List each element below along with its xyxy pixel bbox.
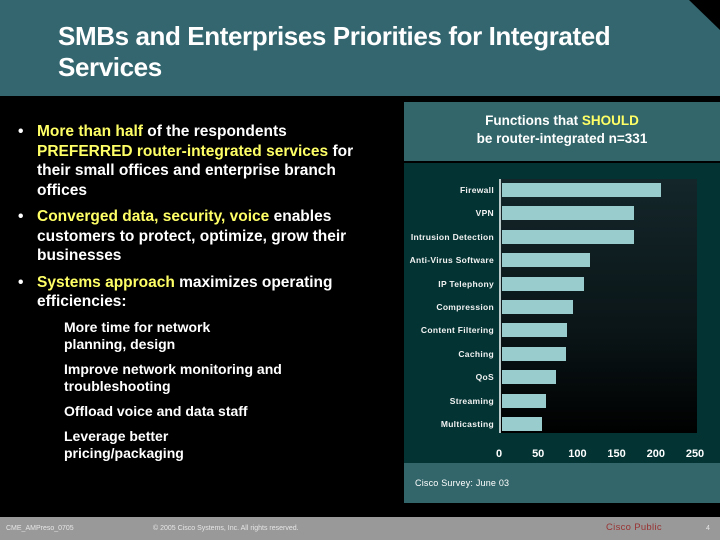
sub-item-3: Offload voice and data staff (64, 402, 248, 419)
bar-label: Intrusion Detection (410, 231, 494, 242)
x-tick-label: 100 (568, 448, 587, 460)
bar-row: Intrusion Detection (404, 229, 720, 244)
bullet-1: • More than half of the respondents PREF… (18, 122, 363, 200)
chart-source: Cisco Survey: June 03 (404, 463, 720, 503)
bar (502, 370, 557, 385)
bullet-dot-icon: • (18, 123, 24, 140)
bar-row: Content Filtering (404, 323, 720, 338)
bullet-dot-icon: • (18, 208, 24, 225)
bar-label: Firewall (459, 185, 494, 195)
bar (502, 300, 573, 314)
bullet-1-part-4: for their small offices and enterprise b… (37, 142, 354, 199)
bar-label: Compression (436, 302, 494, 312)
chart-title-highlight: SHOULD (581, 113, 639, 128)
bullet-3-part-1: Systems approach (37, 273, 175, 291)
bar-row: Multicasting (404, 417, 720, 431)
bar-label: Caching (458, 348, 494, 359)
bullet-1-part-1: More than half (37, 123, 143, 140)
bullet-1-part-2: of the respondents (142, 123, 287, 140)
bar (502, 253, 590, 268)
bar-row: IP Telephony (404, 276, 720, 291)
bar-label: QoS (475, 372, 494, 383)
footer-classification: Cisco Public (606, 522, 662, 533)
bar-label: IP Telephony (438, 278, 494, 289)
slide-footer: CME_AMPreso_0705 © 2005 Cisco Systems, I… (0, 517, 720, 540)
sub-item-1: More time for network planning, design (64, 318, 211, 352)
title-band (0, 0, 720, 96)
footer-doc-id: CME_AMPreso_0705 (6, 525, 74, 532)
bullet-2: • Converged data, security, voice enable… (18, 207, 363, 266)
bar-row: Compression (404, 300, 720, 314)
x-tick-label: 200 (646, 448, 665, 460)
sub-item-2: Improve network monitoring and troublesh… (64, 360, 282, 394)
chart-panel: Functions that SHOULD be router-integrat… (404, 102, 720, 503)
x-tick-label: 50 (532, 448, 545, 460)
bar-row: VPN (404, 206, 720, 221)
x-tick-label: 0 (495, 448, 503, 460)
bar-row: Anti-Virus Software (404, 253, 720, 268)
bar (502, 323, 568, 338)
bar-label: Streaming (449, 395, 494, 406)
slide-title: SMBs and Enterprises Priorities for Inte… (58, 21, 611, 82)
footer-page-number: 4 (706, 525, 710, 532)
bar (502, 183, 662, 197)
bullet-list: • More than half of the respondents PREF… (18, 122, 363, 470)
bar-row: Streaming (404, 393, 720, 408)
bar-row: QoS (404, 370, 720, 385)
bullet-1-part-3: PREFERRED router-integrated services (37, 142, 329, 160)
bar-row: Caching (404, 346, 720, 361)
bar (502, 229, 634, 244)
bar-row: Firewall (404, 183, 720, 197)
sub-item-4: Leverage better pricing/packaging (64, 427, 184, 461)
bar (502, 417, 542, 431)
chart-title-line2: be router-integrated n=331 (476, 131, 648, 146)
chart-title-prefix: Functions that (485, 113, 582, 128)
x-tick-label: 150 (607, 448, 626, 460)
footer-copyright: © 2005 Cisco Systems, Inc. All rights re… (153, 525, 299, 532)
bullet-3-part-2: maximizes operating efficiencies: (37, 273, 333, 311)
bar (502, 346, 566, 361)
y-axis-line (499, 179, 501, 433)
bar-label: Anti-Virus Software (409, 255, 494, 266)
chart-header: Functions that SHOULD be router-integrat… (404, 102, 720, 161)
bullet-dot-icon: • (18, 273, 24, 291)
bar-label: VPN (475, 208, 494, 219)
bar-label: Multicasting (440, 419, 494, 429)
x-tick-label: 250 (685, 448, 705, 460)
bar (502, 393, 546, 408)
bar-label: Content Filtering (420, 325, 494, 336)
chart-plot-area: Firewall VPN Intrusion Detection Anti-Virus… (404, 163, 720, 463)
bar (502, 276, 584, 291)
bullet-2-part-1: Converged data, security, voice (37, 208, 270, 225)
bullet-3: • Systems approach maximizes operating e… (18, 273, 363, 312)
bar (502, 206, 634, 221)
bullet-2-part-2: enables customers to protect, optimize, … (37, 208, 347, 264)
